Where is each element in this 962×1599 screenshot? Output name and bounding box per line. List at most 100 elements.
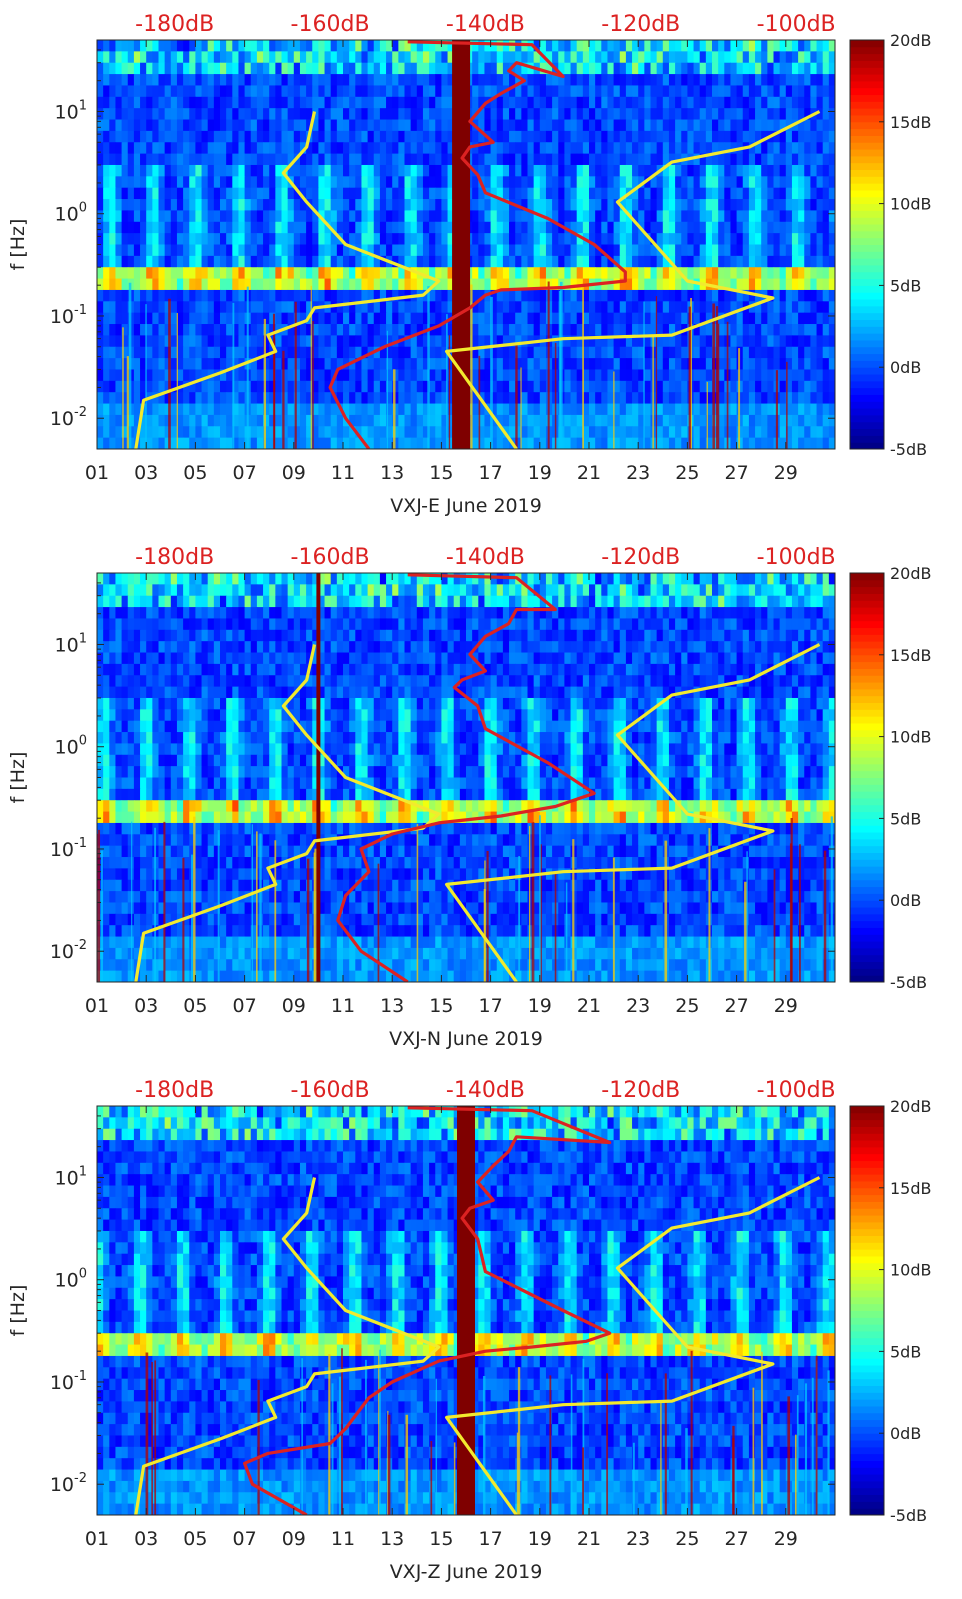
heatmap-cell [718, 437, 725, 449]
heatmap-cell [429, 199, 436, 212]
heatmap-cell [539, 437, 547, 449]
heatmap-cell [244, 278, 252, 291]
heatmap-cell [189, 40, 196, 52]
heatmap-cell [515, 267, 522, 280]
heatmap-cell [183, 335, 190, 348]
heatmap-cell [712, 199, 719, 212]
heatmap-cell [250, 437, 258, 449]
heatmap-cell [601, 96, 609, 109]
heatmap-cell [613, 324, 621, 336]
heatmap-cell [115, 255, 123, 268]
heatmap-cell [712, 324, 719, 336]
heatmap-cell [582, 210, 590, 223]
heatmap-cell [275, 267, 283, 280]
heatmap-cell [681, 233, 688, 246]
heatmap-cell [662, 335, 670, 348]
heatmap-cell [509, 221, 516, 234]
heatmap-cell [318, 221, 326, 234]
heatmap-cell [662, 278, 670, 291]
colorbar-cell [850, 414, 884, 423]
heatmap-cell [502, 414, 510, 427]
heatmap-cell [441, 369, 449, 382]
heatmap-cell [189, 255, 196, 268]
heatmap-cell [109, 267, 117, 280]
heatmap-cell [650, 51, 658, 64]
heatmap-cell [798, 233, 805, 246]
heatmap-cell [189, 96, 196, 109]
heatmap-cell [810, 255, 818, 268]
heatmap-cell [435, 85, 442, 98]
heatmap-cell [379, 584, 387, 597]
heatmap-cell [601, 346, 609, 359]
heatmap-cell [472, 573, 479, 585]
heatmap-cell [656, 346, 664, 359]
heatmap-cell [810, 403, 818, 416]
heatmap-cell [392, 584, 399, 597]
heatmap-cell [367, 74, 375, 87]
heatmap-cell [502, 51, 510, 64]
heatmap-cell [668, 584, 676, 597]
heatmap-cell [558, 85, 565, 98]
heatmap-cell [533, 255, 541, 268]
heatmap-cell [318, 267, 326, 280]
heatmap-cell [324, 358, 332, 371]
heatmap-cell [644, 426, 652, 439]
heatmap-cell [742, 187, 750, 200]
heatmap-cell [539, 187, 547, 200]
heatmap-cell [287, 426, 295, 439]
heatmap-cell [275, 380, 283, 393]
heatmap-cell [595, 244, 602, 257]
heatmap-cell [447, 584, 455, 597]
heatmap-cell [392, 96, 399, 109]
heatmap-cell [742, 267, 750, 280]
heatmap-cell [115, 153, 123, 166]
heatmap-cell [379, 369, 387, 382]
heatmap-cell [115, 176, 123, 189]
heatmap-cell [822, 358, 830, 371]
heatmap-cell [287, 414, 295, 427]
heatmap-cell [472, 62, 479, 75]
heatmap-cell [355, 96, 363, 109]
heatmap-cell [164, 244, 172, 257]
heatmap-cell [392, 324, 399, 336]
heatmap-cell [668, 130, 676, 143]
heatmap-cell [355, 278, 363, 291]
heatmap-cell [195, 414, 203, 427]
heatmap-cell [576, 437, 584, 449]
heatmap-cell [742, 335, 750, 348]
heatmap-cell [195, 40, 203, 52]
heatmap-cell [232, 210, 240, 223]
heatmap-cell [398, 187, 406, 200]
heatmap-cell [447, 346, 455, 359]
heatmap-cell [379, 221, 387, 234]
heatmap-cell [189, 267, 196, 280]
heatmap-cell [103, 267, 110, 280]
heatmap-cell [798, 426, 805, 439]
heatmap-cell [650, 221, 658, 234]
heatmap-cell [656, 414, 664, 427]
heatmap-cell [730, 267, 738, 280]
heatmap-cell [607, 74, 615, 87]
heatmap-cell [595, 96, 602, 109]
heatmap-cell [410, 221, 418, 234]
heatmap-cell [496, 312, 504, 325]
heatmap-cell [767, 346, 775, 359]
heatmap-cell [447, 199, 455, 212]
heatmap-cell [779, 130, 787, 143]
heatmap-cell [564, 62, 572, 75]
heatmap-cell [238, 255, 246, 268]
heatmap-cell [478, 380, 486, 393]
heatmap-cell [502, 392, 510, 405]
heatmap-cell [496, 358, 504, 371]
heatmap-cell [496, 40, 504, 52]
heatmap-cell [804, 96, 811, 109]
heatmap-cell [613, 426, 621, 439]
heatmap-cell [687, 164, 695, 177]
heatmap-cell [324, 40, 332, 52]
heatmap-cell [595, 130, 602, 143]
heatmap-cell [668, 210, 676, 223]
heatmap-cell [447, 244, 455, 257]
heatmap-cell [798, 74, 805, 87]
heatmap-cell [226, 74, 233, 87]
heatmap-cell [287, 324, 295, 336]
